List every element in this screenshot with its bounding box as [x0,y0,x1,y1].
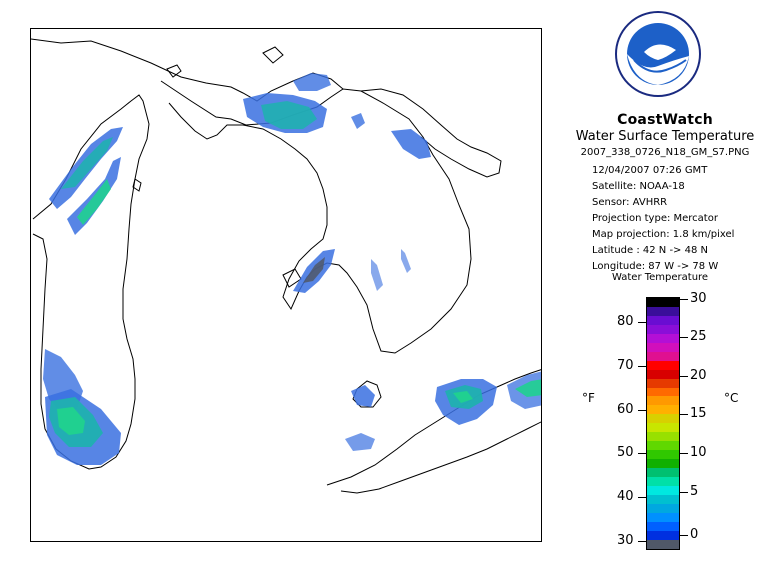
temperature-data-layer [43,73,541,465]
celsius-tick-label: 5 [690,484,699,499]
noaa-logo [614,10,702,98]
lake-michigan-outline [32,94,150,470]
colorbar-segment [647,459,679,469]
file-name: 2007_338_0726_N18_GM_S7.PNG [580,147,750,158]
colorbar-segment [647,530,679,540]
colorbar-segment [647,306,679,316]
celsius-unit: °C [724,391,739,405]
fahrenheit-tick-mark [638,410,646,411]
island-outline [166,64,182,78]
colorbar-segment [647,342,679,352]
meta-satellite: Satellite: NOAA-18 [592,181,685,192]
colorbar-segment [647,405,679,415]
brand-title: CoastWatch [617,112,713,128]
colorbar-segment [647,414,679,424]
colorbar-segment [647,333,679,343]
fahrenheit-tick-label: 80 [617,314,634,329]
colorbar-segment [647,486,679,495]
fahrenheit-tick-mark [638,541,646,542]
celsius-tick-label: 15 [690,406,707,421]
map-panel [30,28,542,542]
colorbar-segment [647,324,679,334]
celsius-tick-mark [680,376,688,377]
island-outline [262,46,284,64]
colorbar-segment [647,450,679,460]
fahrenheit-unit: °F [582,391,595,405]
coastline-map [31,38,541,494]
celsius-tick-mark [680,535,688,536]
colorbar-segment [647,378,679,388]
colorbar-segment [647,369,679,379]
colorbar-segment [647,423,679,433]
colorbar-segment [647,539,679,549]
colorbar-segment [647,351,679,361]
colorbar-segment [647,494,679,504]
colorbar-segment [647,468,679,478]
fahrenheit-tick-mark [638,322,646,323]
colorbar-segment [647,396,679,406]
celsius-tick-mark [680,337,688,338]
noaa-logo-icon [615,11,701,97]
celsius-tick-mark [680,299,688,300]
celsius-tick-label: 25 [690,329,707,344]
celsius-tick-mark [680,414,688,415]
upper-peninsula-coast [31,38,344,102]
colorbar-segment [647,360,679,370]
meta-map-projection: Map projection: 1.8 km/pixel [592,229,735,240]
meta-projection-type: Projection type: Mercator [592,213,718,224]
fahrenheit-tick-label: 30 [617,533,634,548]
meta-longitude: Longitude: 87 W -> 78 W [592,261,719,272]
fahrenheit-tick-mark [638,366,646,367]
colorbar-segment [647,477,679,487]
colorbar-segment [647,512,679,522]
fahrenheit-tick-label: 60 [617,402,634,417]
colorbar-segment [647,387,679,397]
colorbar-segment [647,315,679,325]
celsius-tick-mark [680,492,688,493]
colorbar-segment [647,298,679,307]
meta-latitude: Latitude : 42 N -> 48 N [592,245,708,256]
meta-datetime: 12/04/2007 07:26 GMT [592,165,708,176]
fahrenheit-tick-label: 40 [617,489,634,504]
celsius-tick-label: 30 [690,291,707,306]
celsius-tick-label: 0 [690,527,699,542]
legend-title: Water Temperature [612,272,709,283]
colorbar-segment [647,521,679,531]
meta-sensor: Sensor: AVHRR [592,197,668,208]
fahrenheit-tick-mark [638,497,646,498]
fahrenheit-tick-label: 50 [617,445,634,460]
lake-huron-outline [160,80,472,354]
celsius-tick-label: 10 [690,445,707,460]
temperature-colorbar [646,297,680,550]
georgian-bay-outline [360,88,502,178]
celsius-tick-label: 20 [690,368,707,383]
fahrenheit-tick-label: 70 [617,358,634,373]
colorbar-segment [647,441,679,451]
fahrenheit-tick-mark [638,453,646,454]
colorbar-segment [647,503,679,513]
lake-st-clair-outline [352,380,382,408]
colorbar-segment [647,432,679,442]
island-outline [132,178,142,192]
celsius-tick-mark [680,453,688,454]
product-title: Water Surface Temperature [575,129,755,144]
